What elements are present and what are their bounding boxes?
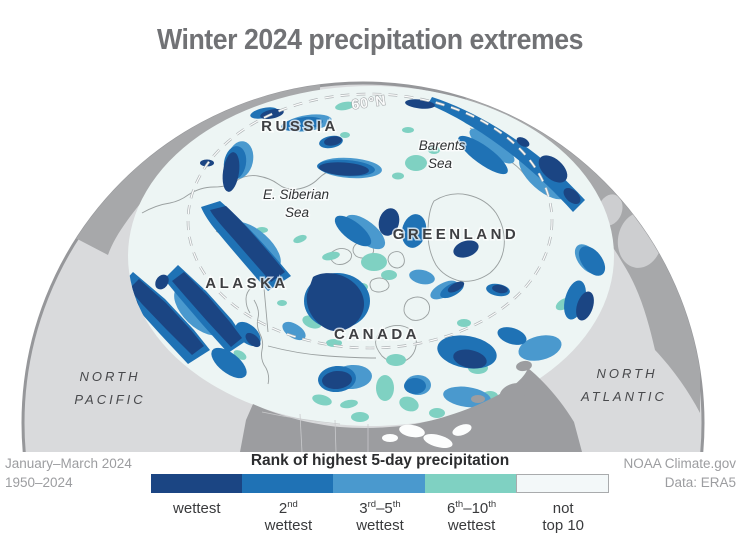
credit-line1: NOAA Climate.gov [623,456,736,471]
legend-labels: wettest 2nd wettest 3rd–5th wettest 6th–… [151,496,609,534]
label-canada: CANADA [334,326,420,343]
legend-swatch-wettest [151,474,243,493]
label-greenland: GREENLAND [393,226,520,243]
legend-swatch-6th-10th [424,474,516,493]
svg-text:PACIFIC: PACIFIC [74,392,145,407]
label-e-siberian-sea: E. Siberian [263,187,329,202]
period-line1: January–March 2024 [5,456,132,471]
label-barents-sea: Barents [419,138,466,153]
legend-swatch-2nd [242,474,334,493]
north-america-land [240,360,582,452]
credit-note: NOAA Climate.gov Data: ERA5 [623,454,736,492]
legend-label-2nd: 2nd wettest [264,499,313,534]
state-borders [261,411,369,452]
period-line2: 1950–2024 [5,475,73,490]
label-alaska: ALASKA [205,275,289,292]
legend: Rank of highest 5-day precipitation wett… [151,452,610,534]
legend-label-not-top10: not top 10 [542,500,585,534]
legend-swatch-not-top10 [515,474,610,493]
latitude-label: 60°N [350,92,387,113]
credit-line2: Data: ERA5 [664,475,736,490]
period-note: January–March 2024 1950–2024 [5,454,132,492]
legend-color-bar [151,474,610,493]
label-russia: RUSSIA [261,118,339,135]
great-lakes [382,424,472,448]
page-title: Winter 2024 precipitation extremes [157,24,583,56]
legend-label-wettest: wettest [173,500,221,517]
legend-label-3rd-5th: 3rd–5th wettest [356,499,404,534]
legend-title: Rank of highest 5-day precipitation [250,452,510,469]
latitude-60N-circle-inner [187,93,553,349]
globe-rim [21,81,705,452]
svg-text:ATLANTIC: ATLANTIC [580,389,667,404]
label-north-atlantic: NORTH [597,366,658,381]
label-north-pacific: NORTH [80,369,141,384]
legend-swatch-3rd-5th [333,474,425,493]
svg-text:Sea: Sea [285,205,310,220]
svg-text:Sea: Sea [428,156,453,171]
polar-map: 60°N RUSSIA Barents Sea E. Siberian Sea … [21,81,705,452]
legend-label-6th-10th: 6th–10th wettest [446,499,497,534]
